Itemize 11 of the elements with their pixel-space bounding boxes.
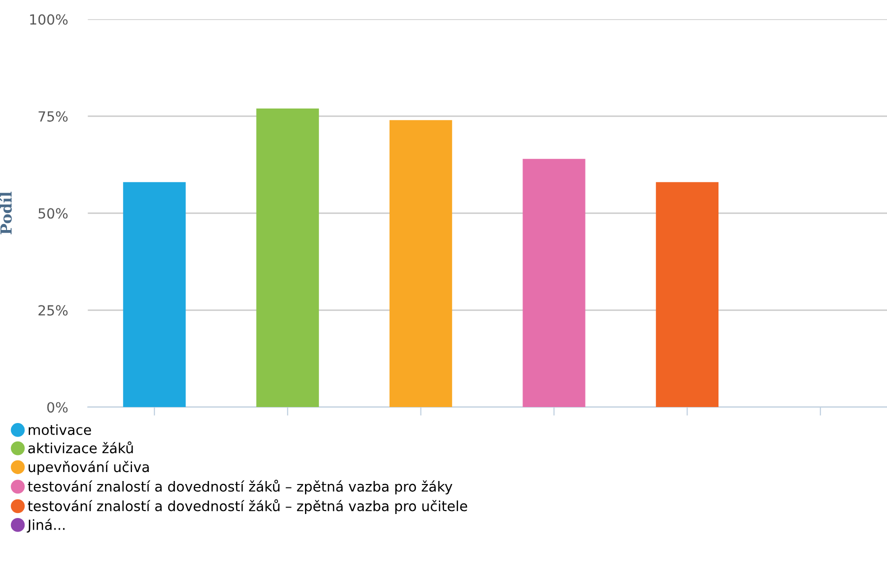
legend-label: aktivizace žáků — [28, 441, 133, 454]
y-tick-label: 0% — [47, 402, 68, 413]
y-tick-label: 100% — [30, 14, 68, 25]
legend-label: testování znalostí a dovedností žáků – zpětná vazba pro žáky — [28, 480, 452, 494]
legend-label: upevňování učiva — [28, 460, 149, 475]
y-tick-label: 50% — [38, 208, 68, 219]
legend-label: motivace — [28, 424, 92, 436]
y-tick-label: 75% — [38, 111, 68, 122]
legend-label: Jiná... — [26, 518, 65, 533]
legend-label: testování znalostí a dovedností žáků – zpětná vazba pro učitele — [28, 499, 468, 514]
y-tick-label: 25% — [38, 305, 68, 316]
